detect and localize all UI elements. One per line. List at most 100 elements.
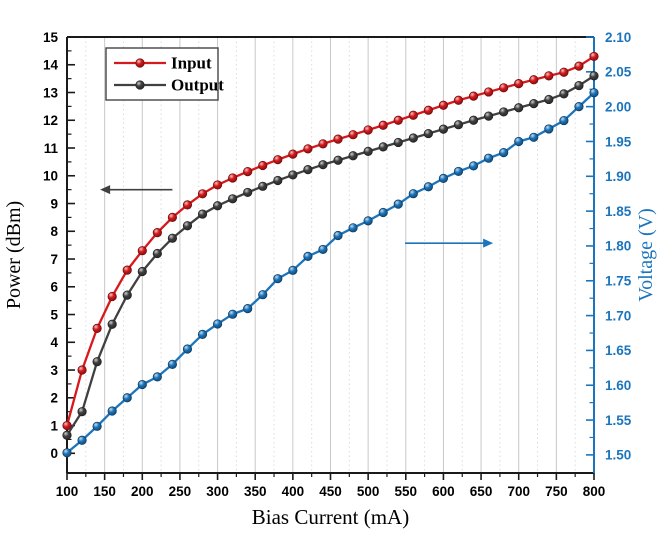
data-point-input [529,75,539,85]
data-point-voltage [393,199,403,209]
x-tick-label: 350 [244,484,267,499]
data-point-output [574,80,584,91]
left-tick-label: 13 [43,85,59,100]
data-point-input [499,83,509,93]
data-point-voltage [212,319,223,329]
left-tick-label: 8 [50,224,58,239]
data-point-output [152,248,162,259]
data-point-output [122,290,132,300]
data-point-voltage [333,230,343,241]
data-point-input [182,200,193,210]
left-tick-label: 6 [50,280,58,295]
data-point-voltage [167,359,177,369]
data-point-output [273,175,283,186]
x-tick-label: 300 [206,484,229,499]
data-point-output [62,430,72,440]
data-point-voltage [228,309,238,319]
data-point-output [288,170,298,180]
data-point-output [107,319,117,329]
data-point-output [212,201,223,211]
left-tick-label: 3 [50,363,58,378]
data-point-output [559,89,569,99]
right-axis-pointer-arrow [405,238,494,248]
data-point-voltage [137,379,147,390]
data-point-voltage [363,216,373,226]
left-tick-label: 1 [50,418,58,433]
data-point-output [514,103,524,113]
data-point-output [363,146,373,156]
data-point-voltage [529,132,539,142]
data-point-input [197,189,208,199]
left-tick-label: 7 [50,252,58,267]
right-tick-label: 2.00 [605,99,631,114]
right-axis: 1.50 1.55 1.60 1.65 1.70 1.75 1.80 1.85 1.90 1.95… [586,30,632,463]
right-tick-label: 1.65 [605,343,632,358]
data-point-voltage [438,173,449,183]
data-point-input [318,139,328,149]
x-tick-label: 550 [395,484,418,499]
data-point-input [468,91,479,101]
legend-label-input: Input [171,54,212,73]
data-point-input [273,155,283,165]
series-input [62,51,599,431]
data-point-voltage [77,435,87,445]
data-point-voltage [348,223,358,233]
right-tick-label: 2.10 [605,30,631,45]
data-point-input [438,100,449,110]
x-tick-label: 250 [169,484,192,499]
data-point-voltage [182,344,193,354]
data-point-input [453,95,464,105]
x-tick-label: 400 [282,484,305,499]
data-point-output [438,124,449,134]
data-point-voltage [453,166,464,177]
data-point-output [499,107,509,117]
legend-label-output: Output [171,76,224,95]
series-output [62,71,599,440]
right-tick-label: 1.85 [605,204,632,219]
right-tick-label: 1.50 [605,448,631,463]
x-tick-label: 100 [56,484,79,499]
left-tick-label: 15 [43,30,59,45]
right-axis-title: Voltage (V) [635,208,657,302]
right-tick-label: 1.60 [605,378,631,393]
x-axis: 100 150 200 250 300 350 400 450 500 550 600 650 700 7… [56,473,605,499]
data-point-voltage [197,329,208,339]
data-point-input [212,180,223,190]
data-point-input [288,149,298,159]
right-tick-label: 1.90 [605,169,631,184]
data-point-voltage [62,448,72,458]
data-point-input [483,87,494,97]
data-point-voltage [468,161,479,171]
data-point-output [468,115,479,125]
data-point-voltage [318,244,328,255]
left-tick-label: 5 [50,307,58,322]
data-point-output [333,155,343,165]
data-point-output [197,209,208,219]
data-point-output [243,187,253,198]
data-point-voltage [152,372,162,382]
series-voltage [62,88,599,458]
left-tick-label: 14 [43,58,59,73]
left-tick-label: 10 [43,169,58,184]
data-point-voltage [589,88,599,98]
data-point-voltage [92,421,102,431]
data-point-output [137,266,147,277]
data-point-voltage [423,182,433,192]
data-point-voltage [288,265,298,275]
x-tick-label: 650 [470,484,493,499]
data-point-voltage [544,124,554,134]
data-point-output [167,233,177,243]
data-point-input [333,134,343,144]
data-point-output [393,137,403,148]
data-point-input [574,61,584,71]
data-point-voltage [258,290,268,300]
data-point-voltage [107,406,117,416]
left-tick-label: 12 [43,113,58,128]
data-point-output [423,128,433,139]
data-point-output [408,133,418,143]
data-point-output [348,151,358,161]
data-point-output [228,194,238,204]
